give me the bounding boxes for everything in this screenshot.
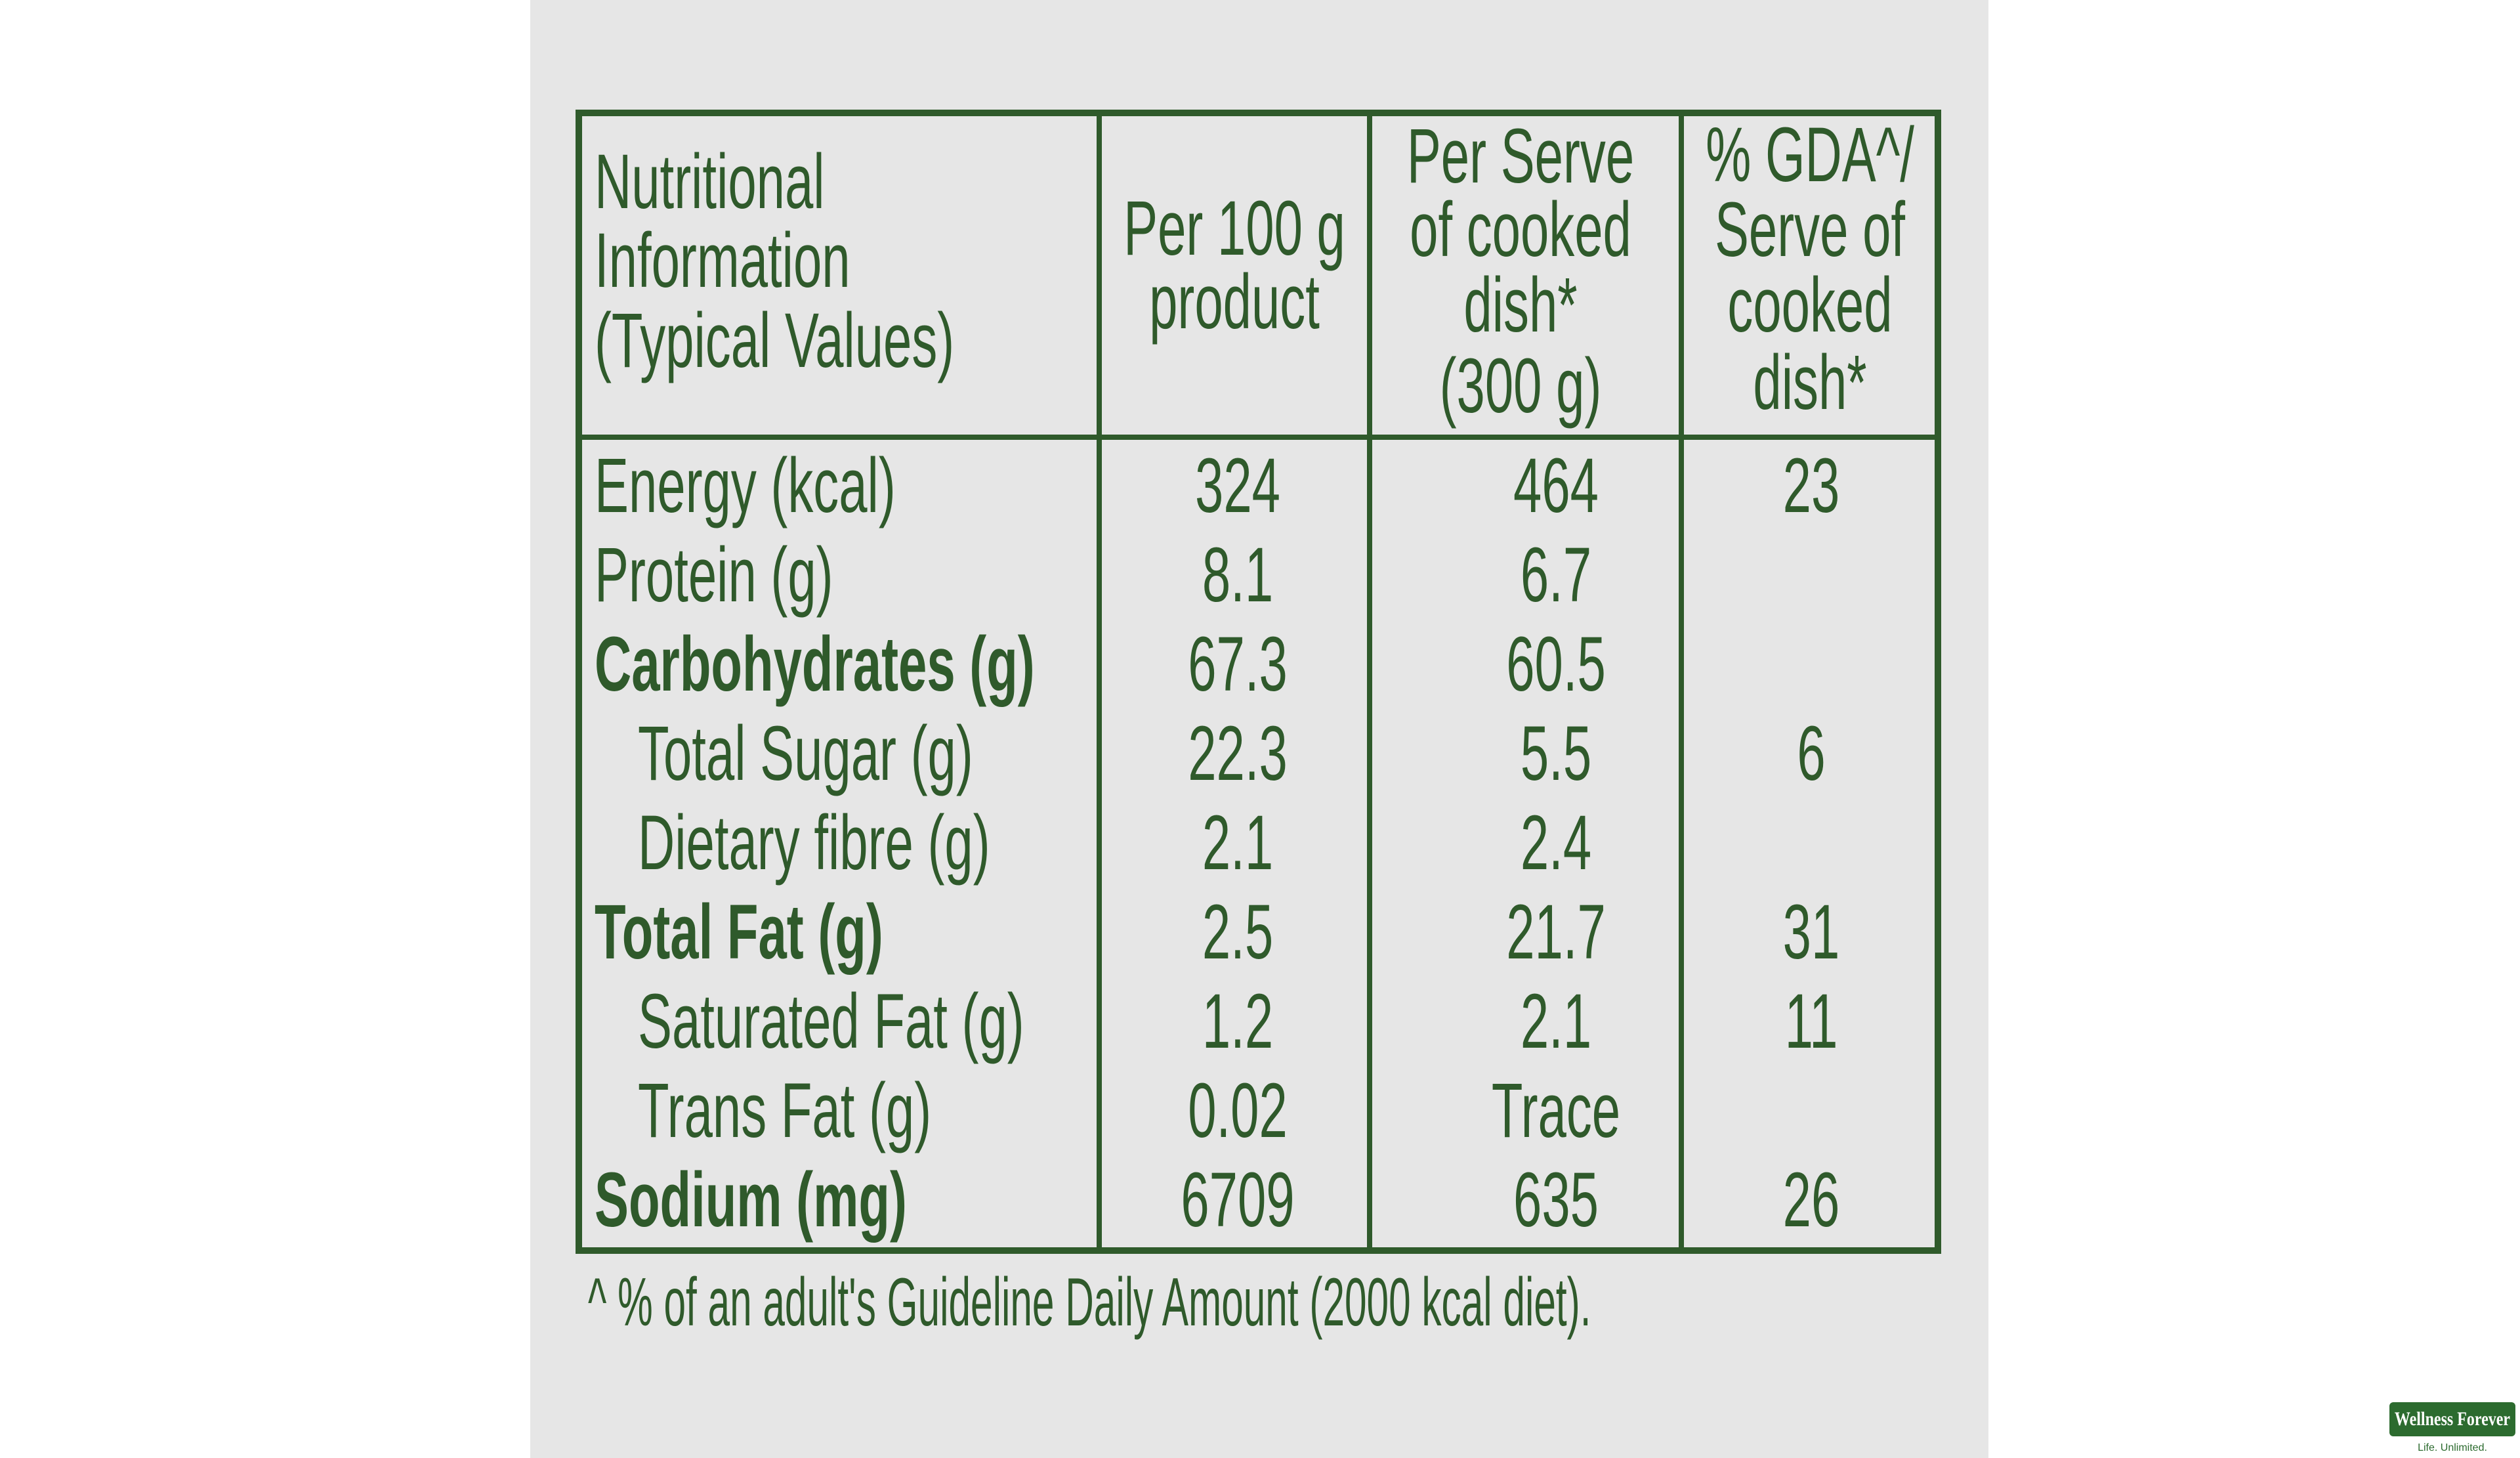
row-label: Total Sugar (g) — [638, 710, 973, 797]
cell-value: 6.7 — [1520, 532, 1592, 618]
column-header: of cooked — [1410, 186, 1631, 273]
column-header: Per Serve — [1406, 113, 1635, 200]
cell-value: 5.5 — [1520, 710, 1592, 797]
cell-value: 11 — [1784, 978, 1838, 1065]
cell-value: 67.3 — [1188, 621, 1288, 708]
table-border — [576, 1247, 1941, 1254]
cell-value: 60.5 — [1506, 621, 1606, 708]
cell-value: 6709 — [1181, 1157, 1295, 1243]
cell-value: 23 — [1782, 442, 1840, 529]
cell-value: 2.5 — [1202, 889, 1274, 976]
table-border — [576, 110, 1941, 116]
logo-name: Wellness Forever — [2394, 1408, 2511, 1430]
column-header: dish* — [1753, 339, 1867, 426]
row-label: Protein (g) — [595, 532, 833, 618]
header-rule — [576, 435, 1941, 440]
cell-value: 464 — [1513, 442, 1599, 529]
column-header: cooked — [1727, 262, 1893, 349]
cell-value: 8.1 — [1202, 532, 1274, 618]
column-rule — [1367, 110, 1372, 1254]
cell-value: 635 — [1513, 1157, 1599, 1243]
cell-value: 26 — [1782, 1157, 1840, 1243]
row-label: Dietary fibre (g) — [638, 800, 990, 886]
cell-value: 6 — [1797, 710, 1826, 797]
cell-value: 2.1 — [1520, 978, 1592, 1065]
row-label: Sodium (mg) — [595, 1157, 907, 1243]
panel — [530, 0, 1988, 1458]
cell-value: 324 — [1195, 442, 1280, 529]
cell-value: Trace — [1491, 1067, 1621, 1154]
cell-value: 1.2 — [1202, 978, 1274, 1065]
row-label: Saturated Fat (g) — [638, 978, 1024, 1065]
column-rule — [1097, 110, 1102, 1254]
logo-tagline: Life. Unlimited. — [2418, 1442, 2487, 1453]
column-header: (300 g) — [1439, 343, 1602, 429]
column-header: Nutritional — [595, 139, 825, 225]
column-header: Serve of — [1714, 186, 1906, 273]
cell-value: 2.1 — [1202, 800, 1274, 886]
column-header: Information — [595, 217, 850, 304]
cell-value: 2.4 — [1520, 800, 1592, 886]
column-header: Per 100 g — [1124, 185, 1345, 272]
cell-value: 31 — [1782, 889, 1840, 976]
column-header: (Typical Values) — [595, 297, 955, 384]
column-header: dish* — [1463, 262, 1578, 349]
cell-value: 0.02 — [1188, 1067, 1288, 1154]
column-header: product — [1149, 259, 1320, 345]
row-label: Carbohydrates (g) — [595, 621, 1035, 708]
logo: Wellness Forever — [2389, 1402, 2515, 1436]
footnote: ^ % of an adult's Guideline Daily Amount… — [588, 1264, 1591, 1340]
row-label: Trans Fat (g) — [638, 1067, 932, 1154]
table-border — [576, 110, 582, 1254]
table-border — [1935, 110, 1941, 1254]
column-rule — [1679, 110, 1684, 1254]
column-header: % GDA^/ — [1706, 112, 1914, 198]
row-label: Energy (kcal) — [595, 442, 896, 529]
row-label: Total Fat (g) — [595, 889, 883, 976]
cell-value: 21.7 — [1506, 889, 1606, 976]
cell-value: 22.3 — [1188, 710, 1288, 797]
